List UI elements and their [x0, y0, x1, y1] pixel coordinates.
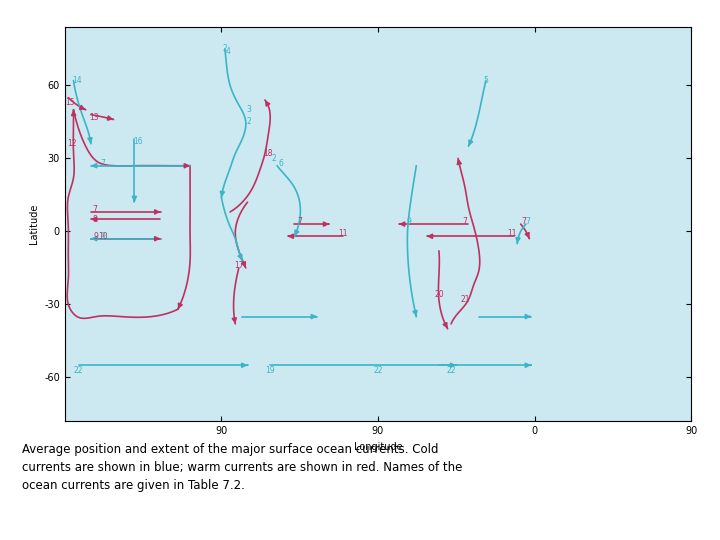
Text: 6: 6	[278, 159, 283, 168]
Text: 7: 7	[522, 217, 526, 226]
Text: 12: 12	[67, 139, 76, 148]
Text: 5: 5	[483, 76, 488, 85]
Text: 22: 22	[74, 366, 84, 375]
Text: 11: 11	[507, 230, 517, 238]
Text: 7: 7	[297, 217, 302, 226]
Text: 18: 18	[264, 149, 273, 158]
Text: 9: 9	[407, 217, 412, 226]
Text: 2: 2	[247, 117, 251, 126]
X-axis label: Longitude: Longitude	[354, 442, 402, 451]
Text: 7: 7	[525, 217, 530, 226]
Y-axis label: Latitude: Latitude	[29, 204, 39, 244]
Text: 20: 20	[434, 290, 444, 299]
Text: 15: 15	[66, 98, 75, 107]
Text: 8: 8	[92, 215, 96, 224]
Text: 14: 14	[72, 76, 82, 85]
Text: 2: 2	[271, 154, 276, 163]
Text: 21: 21	[460, 295, 469, 304]
Text: 7: 7	[462, 217, 467, 226]
Text: 7: 7	[101, 159, 106, 168]
Text: 16: 16	[133, 137, 143, 146]
Text: 10: 10	[98, 232, 108, 241]
Text: 2: 2	[222, 44, 228, 53]
Text: Average position and extent of the major surface ocean currents. Cold
currents a: Average position and extent of the major…	[22, 443, 462, 492]
Text: 13: 13	[89, 112, 99, 122]
Text: 22: 22	[373, 366, 383, 375]
Text: 4: 4	[226, 47, 231, 56]
Text: 7: 7	[92, 205, 96, 214]
Text: 3: 3	[247, 105, 252, 114]
Text: 11: 11	[338, 230, 348, 238]
Text: 19: 19	[265, 366, 275, 375]
Text: 9: 9	[101, 232, 106, 241]
Text: 22: 22	[446, 366, 456, 375]
Text: 9: 9	[94, 232, 99, 241]
Text: 17: 17	[234, 261, 243, 270]
